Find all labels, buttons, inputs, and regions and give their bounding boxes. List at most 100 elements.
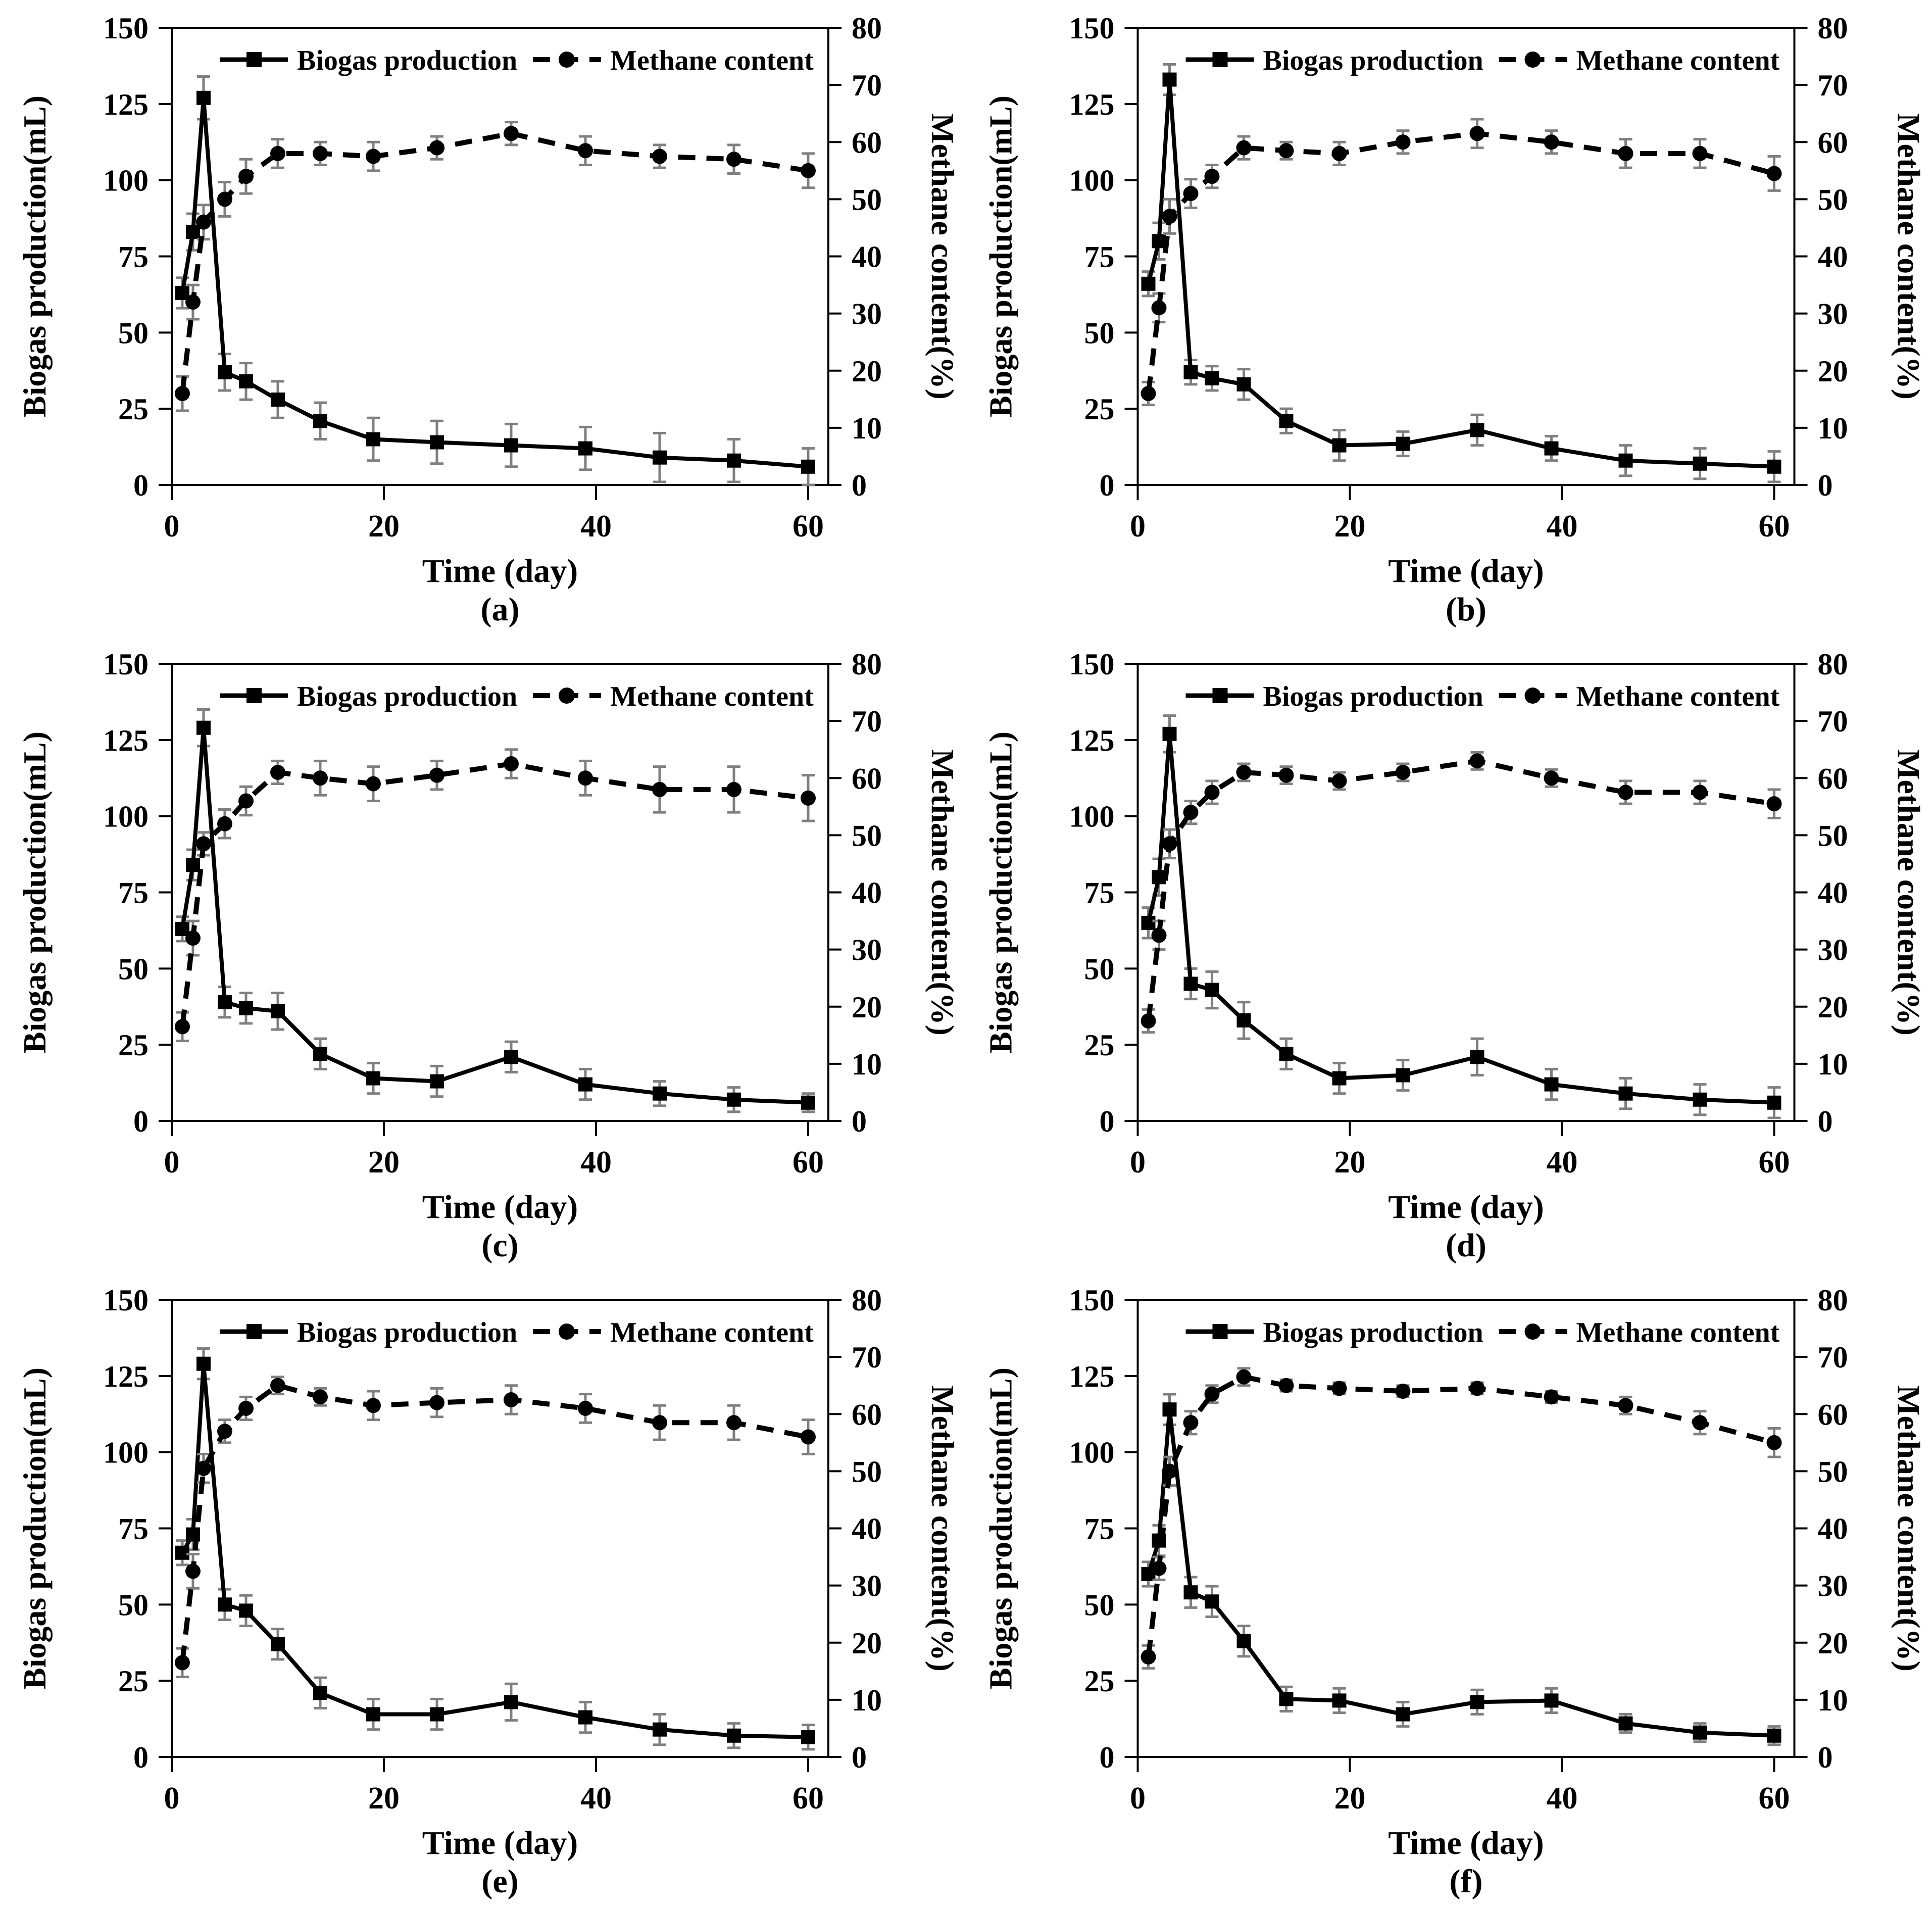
y-right-tick-label: 60 <box>852 1398 882 1431</box>
biogas-marker <box>196 90 211 105</box>
biogas-marker <box>1162 1402 1177 1417</box>
y-right-tick-label: 60 <box>1818 126 1848 159</box>
methane-marker <box>217 816 232 831</box>
x-tick-label: 20 <box>368 1145 400 1180</box>
plot-frame <box>171 27 829 486</box>
plot-frame <box>1136 663 1796 1122</box>
methane-markers <box>175 1378 816 1671</box>
y-right-tick-label: 10 <box>852 1684 882 1717</box>
biogas-markers <box>1141 72 1781 474</box>
y-left-tick-label: 150 <box>1069 648 1115 681</box>
legend-methane-label: Methane content <box>1576 681 1780 712</box>
x-tick-label: 0 <box>1130 1145 1146 1180</box>
methane-marker <box>1141 1649 1156 1665</box>
x-tick-label: 60 <box>792 1781 824 1816</box>
legend-methane-label: Methane content <box>1576 1317 1780 1348</box>
x-tick-label: 20 <box>368 1781 400 1816</box>
y-right-tick-label: 50 <box>1818 819 1848 852</box>
biogas-marker <box>1279 414 1294 428</box>
methane-marker <box>504 1392 519 1407</box>
x-axis-title: Time (day) <box>422 553 578 590</box>
methane-marker <box>185 931 201 946</box>
y-left-axis-title: Biogas production(mL) <box>983 731 1019 1053</box>
y-right-tick-label: 50 <box>852 1455 882 1488</box>
biogas-marker <box>239 1603 253 1618</box>
y-left-tick-label: 125 <box>1069 1360 1115 1393</box>
y-right-tick-label: 0 <box>1818 469 1833 502</box>
methane-marker <box>1151 927 1167 943</box>
panel-d: (d) 0 25 50 75 100 125 150 0 10 20 30 40 50 60 70 80 0 20… <box>966 636 1932 1272</box>
y-right-axis-title: Methane content(%) <box>1891 1385 1927 1672</box>
methane-marker <box>1204 1386 1220 1402</box>
y-right-tick-label: 80 <box>1818 12 1848 45</box>
panel-caption-a: (a) <box>481 591 520 628</box>
methane-marker <box>196 1460 211 1476</box>
legend: Biogas production Methane content <box>1185 681 1780 712</box>
y-right-tick-label: 40 <box>1818 1512 1848 1546</box>
biogas-marker <box>1470 423 1484 437</box>
y-left-tick-label: 100 <box>103 1436 148 1470</box>
y-right-tick-label: 50 <box>1818 183 1848 216</box>
panel-caption-d: (d) <box>1446 1227 1487 1264</box>
methane-marker <box>1395 1384 1411 1399</box>
biogas-marker <box>1618 1716 1633 1731</box>
y-left-tick-label: 100 <box>1069 800 1115 834</box>
biogas-marker <box>1618 453 1633 468</box>
methane-markers <box>175 126 816 401</box>
y-right-tick-label: 10 <box>1818 1048 1848 1081</box>
chart-b: (b) 0 25 50 75 100 125 150 0 10 20 30 40 50 60 70 80 0 20… <box>983 12 1927 628</box>
y-left-tick-label: 125 <box>1069 88 1115 121</box>
biogas-marker <box>175 1545 189 1560</box>
y-left-tick-label: 150 <box>103 1284 148 1317</box>
x-tick-label: 0 <box>1130 509 1146 544</box>
y-left-tick-label: 75 <box>1084 1512 1115 1546</box>
methane-marker <box>1204 169 1220 184</box>
methane-marker <box>1544 134 1559 150</box>
biogas-marker <box>196 720 211 735</box>
biogas-marker <box>366 1071 380 1086</box>
y-right-tick-label: 80 <box>852 648 882 681</box>
y-right-tick-label: 0 <box>852 469 867 502</box>
biogas-marker <box>727 453 741 468</box>
y-left-tick-label: 75 <box>1084 876 1115 910</box>
y-right-tick-label: 70 <box>852 69 882 102</box>
x-tick-label: 60 <box>1759 509 1790 544</box>
panel-c: (c) 0 25 50 75 100 125 150 0 10 20 30 40 50 60 70 80 0 20… <box>0 636 966 1272</box>
biogas-marker <box>1332 1071 1347 1086</box>
plot-area: 0 25 50 75 100 125 150 0 10 20 30 40 50 60 70 80 0 20 40 60… <box>17 1284 961 1862</box>
chart-c: (c) 0 25 50 75 100 125 150 0 10 20 30 40 50 60 70 80 0 20… <box>17 648 961 1264</box>
y-left-tick-label: 0 <box>133 1741 148 1774</box>
legend-methane-marker <box>559 52 575 68</box>
chart-e: (e) 0 25 50 75 100 125 150 0 10 20 30 40 50 60 70 80 0 20… <box>17 1284 961 1900</box>
biogas-marker <box>1183 976 1198 991</box>
y-left-tick-label: 0 <box>133 1105 148 1138</box>
y-right-tick-label: 70 <box>1818 1341 1848 1374</box>
legend-biogas-label: Biogas production <box>1263 1317 1483 1348</box>
methane-marker <box>801 1429 816 1445</box>
y-left-tick-label: 25 <box>118 1029 148 1062</box>
methane-markers <box>1141 1369 1782 1665</box>
methane-marker <box>366 149 381 164</box>
biogas-marker <box>727 1092 741 1107</box>
methane-marker <box>1766 166 1782 181</box>
biogas-marker <box>186 858 200 872</box>
biogas-marker <box>1332 1693 1347 1708</box>
methane-marker <box>578 1400 593 1416</box>
biogas-marker <box>1544 1693 1559 1708</box>
y-right-tick-label: 10 <box>1818 412 1848 445</box>
biogas-marker <box>196 1356 211 1371</box>
x-tick-label: 20 <box>1334 509 1366 544</box>
y-left-tick-label: 150 <box>103 12 148 45</box>
y-right-tick-label: 10 <box>852 1048 882 1081</box>
biogas-marker <box>1396 1707 1410 1722</box>
y-right-tick-label: 0 <box>852 1105 867 1138</box>
methane-line <box>180 761 809 1027</box>
methane-marker <box>313 770 328 786</box>
biogas-marker <box>1141 915 1156 930</box>
biogas-markers <box>175 720 815 1110</box>
y-right-tick-label: 50 <box>852 183 882 216</box>
legend-methane-marker <box>1524 52 1541 68</box>
y-left-tick-label: 50 <box>118 952 148 986</box>
legend-methane-label: Methane content <box>1576 45 1780 76</box>
y-right-tick-label: 20 <box>852 355 882 388</box>
